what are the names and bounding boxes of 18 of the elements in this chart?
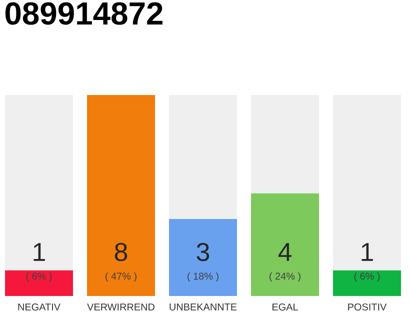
data-label: ( 18% ) [188, 272, 218, 282]
chart-title: 089914872 [5, 2, 162, 25]
x-tick-label: POSITIV [348, 303, 387, 311]
data-label: ( 6% ) [354, 272, 380, 282]
x-tick-label: EGAL [272, 303, 298, 311]
data-label: ( 6% ) [26, 272, 52, 282]
bar [333, 270, 402, 296]
x-tick-label: VERWIRREND [87, 304, 154, 310]
annotation: 4 [278, 243, 292, 261]
annotation: 1 [362, 243, 373, 261]
data-label: ( 47% ) [106, 272, 136, 282]
x-tick-label: NEGATIV [18, 303, 60, 311]
bar [5, 270, 73, 296]
x-tick-label: UNBEKANNTE [170, 304, 237, 310]
data-label: ( 24% ) [270, 272, 300, 282]
annotation: 1 [34, 243, 45, 261]
annotation: 3 [196, 242, 210, 262]
annotation: 8 [114, 242, 128, 262]
